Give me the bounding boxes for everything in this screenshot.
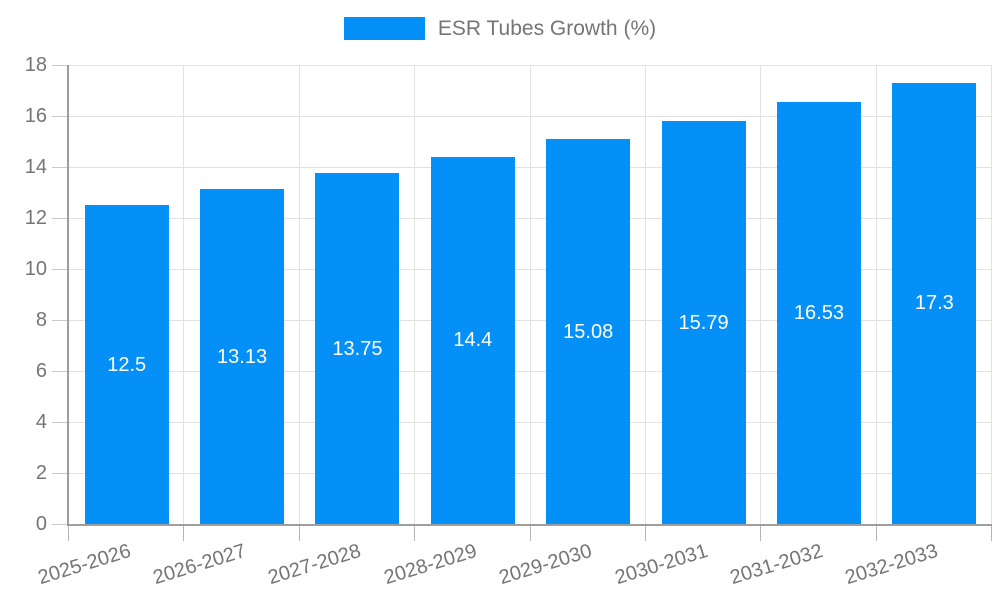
- gridline-horizontal: [69, 115, 992, 117]
- y-axis-tick: [52, 115, 67, 117]
- y-axis-tick: [52, 64, 67, 66]
- gridline-vertical: [760, 65, 762, 524]
- x-axis-tick: [298, 526, 300, 541]
- bar[interactable]: [200, 189, 285, 524]
- gridline-horizontal: [69, 166, 992, 168]
- y-tick-label: 4: [35, 411, 47, 433]
- legend-label: ESR Tubes Growth (%): [437, 17, 657, 40]
- x-axis-tick: [183, 526, 185, 541]
- gridline-vertical: [644, 65, 646, 524]
- bar[interactable]: [546, 139, 631, 524]
- x-axis-tick: [68, 526, 69, 541]
- bar[interactable]: [430, 156, 515, 524]
- x-axis-tick: [414, 526, 416, 541]
- y-axis-line: [67, 65, 69, 526]
- chart-legend: ESR Tubes Growth (%): [0, 17, 1000, 40]
- gridline-horizontal: [69, 472, 992, 474]
- x-axis-tick: [760, 526, 762, 541]
- y-tick-label: 18: [24, 54, 47, 76]
- y-tick-label: 6: [35, 360, 47, 382]
- y-tick-label: 12: [24, 207, 47, 229]
- gridline-vertical: [991, 65, 992, 524]
- x-tick-label: 2025-2026: [35, 540, 134, 590]
- y-tick-label: 0: [35, 513, 47, 535]
- y-axis-tick: [52, 370, 67, 372]
- y-tick-label: 16: [24, 105, 47, 127]
- gridline-horizontal: [69, 217, 992, 219]
- y-axis-tick: [52, 319, 67, 321]
- gridline-horizontal: [69, 64, 992, 66]
- gridline-vertical: [183, 65, 185, 524]
- bar[interactable]: [776, 102, 861, 524]
- y-axis-tick: [52, 421, 67, 423]
- bar-chart: ESR Tubes Growth (%) 12.5 13.13 13.75 14.4 1…: [0, 17, 1000, 590]
- gridline-vertical: [414, 65, 416, 524]
- x-axis-line: [67, 524, 992, 526]
- x-axis-tick: [529, 526, 531, 541]
- bar[interactable]: [315, 173, 400, 524]
- y-tick-label: 8: [35, 309, 47, 331]
- bar[interactable]: [84, 205, 169, 524]
- legend-item[interactable]: ESR Tubes Growth (%): [343, 17, 657, 40]
- y-axis-tick: [52, 217, 67, 219]
- y-axis-tick: [52, 166, 67, 168]
- y-tick-label: 14: [24, 156, 47, 178]
- bar[interactable]: [661, 121, 746, 524]
- gridline-vertical: [875, 65, 877, 524]
- gridline-horizontal: [69, 319, 992, 321]
- y-tick-label: 10: [24, 258, 47, 280]
- y-axis-tick: [52, 472, 67, 474]
- bar[interactable]: [892, 82, 977, 524]
- x-axis-tick: [644, 526, 646, 541]
- gridline-horizontal: [69, 421, 992, 423]
- gridline-horizontal: [69, 268, 992, 270]
- y-axis-tick: [52, 523, 67, 525]
- x-axis-tick: [991, 526, 992, 541]
- gridline-vertical: [529, 65, 531, 524]
- y-axis-tick: [52, 268, 67, 270]
- gridline-horizontal: [69, 370, 992, 372]
- y-tick-label: 2: [35, 462, 47, 484]
- gridline-vertical: [298, 65, 300, 524]
- x-axis-tick: [875, 526, 877, 541]
- legend-swatch-icon: [343, 17, 425, 40]
